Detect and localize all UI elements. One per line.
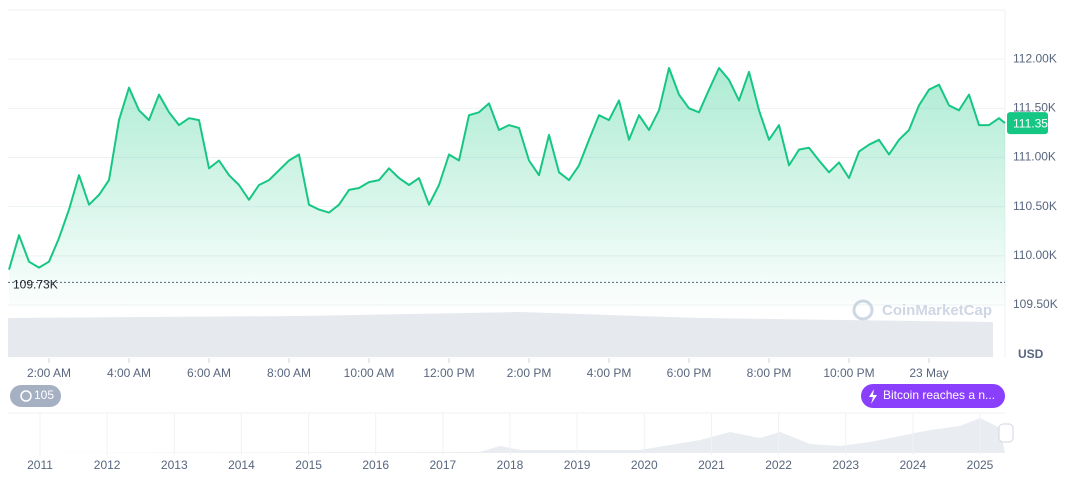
history-icon [20,390,32,402]
event-icon [869,389,877,404]
navigator-year: 2016 [362,458,389,472]
y-tick-label: 111.00K [1013,150,1056,164]
x-tick-label: 2:00 AM [27,366,71,380]
navigator-year: 2015 [295,458,322,472]
navigator-year: 2020 [631,458,658,472]
navigator-year: 2012 [94,458,121,472]
history-count: 105 [34,388,54,402]
price-tag [1007,112,1048,135]
currency-label: USD [1018,347,1044,361]
x-tick-label: 4:00 AM [107,366,151,380]
navigator-year: 2011 [27,458,53,472]
navigator-year: 2017 [430,458,457,472]
history-badge[interactable] [10,385,61,407]
x-tick-label: 10:00 PM [823,366,874,380]
y-tick-label: 110.50K [1013,199,1057,213]
navigator-year: 2021 [698,458,725,472]
navigator-year: 2014 [228,458,255,472]
navigator-year: 2022 [765,458,792,472]
x-tick-label: 6:00 PM [667,366,712,380]
navigator-year: 2013 [161,458,188,472]
watermark-text: CoinMarketCap [882,302,992,319]
x-tick-label: 23 May [909,366,948,380]
price-tag-label: 111.35K [1013,116,1056,130]
navigator-year: 2019 [564,458,591,472]
x-tick-label: 2:00 PM [507,366,552,380]
event-text: Bitcoin reaches a n... [883,388,995,402]
navigator-year: 2025 [967,458,994,472]
volume-area [8,312,993,357]
navigator-year: 2024 [900,458,927,472]
navigator-year: 2023 [832,458,859,472]
x-tick-label: 8:00 PM [747,366,792,380]
navigator-handle[interactable] [998,423,1014,443]
x-tick-label: 4:00 PM [587,366,632,380]
navigator-year: 2018 [497,458,524,472]
event-badge[interactable] [861,384,1005,408]
y-tick-label: 111.50K [1013,101,1056,115]
price-line [8,67,1006,270]
price-area [9,68,1005,305]
low-label: 109.73K [13,278,58,292]
x-tick-label: 12:00 PM [423,366,474,380]
x-tick-label: 10:00 AM [344,366,395,380]
y-tick-label: 110.00K [1013,248,1057,262]
y-tick-label: 109.50K [1013,297,1058,311]
y-tick-label: 112.00K [1013,51,1057,65]
x-tick-label: 6:00 AM [187,366,231,380]
navigator-area [8,418,1005,453]
x-tick-label: 8:00 AM [267,366,311,380]
